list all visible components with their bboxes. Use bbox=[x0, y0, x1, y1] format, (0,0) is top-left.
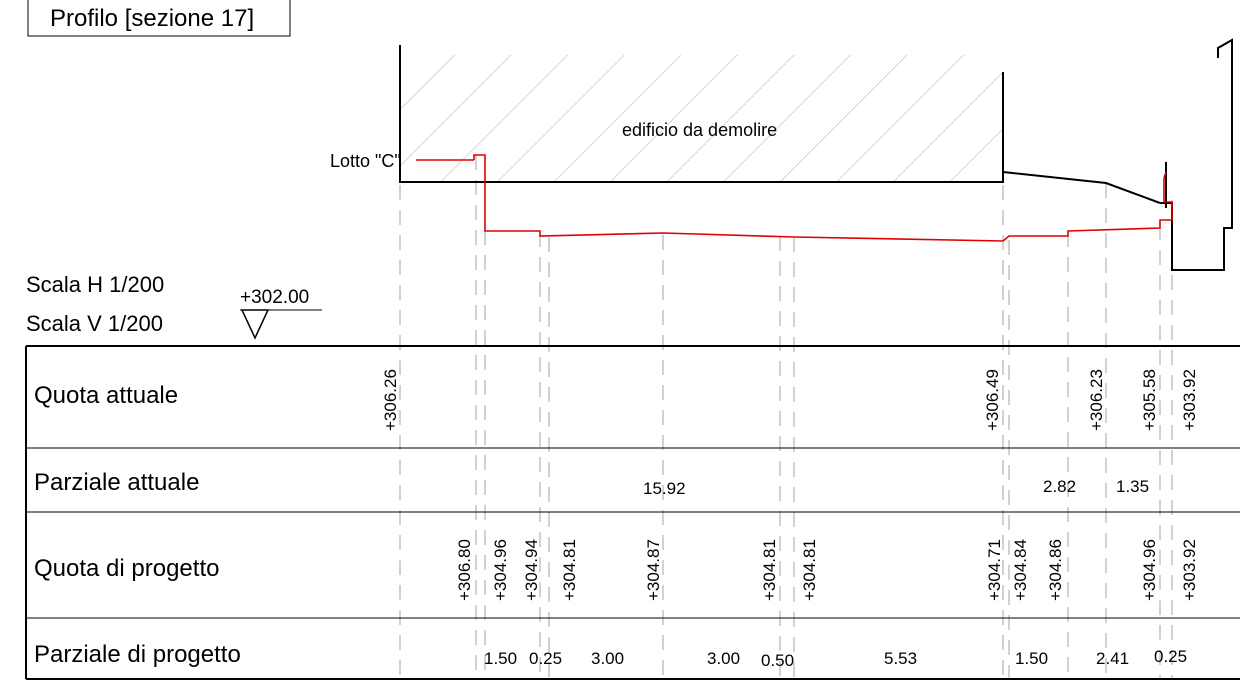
parziale-progetto-value: 0.25 bbox=[529, 649, 562, 668]
parziale-attuale-value: 2.82 bbox=[1043, 477, 1076, 496]
datum-label: +302.00 bbox=[240, 287, 309, 308]
datum-triangle-icon bbox=[240, 309, 270, 340]
lot-label: Lotto "C" bbox=[330, 151, 401, 171]
quota-attuale-value: +306.26 bbox=[381, 369, 400, 431]
existing-terrain-line bbox=[1002, 171, 1161, 204]
parziale-progetto-value: 2.41 bbox=[1096, 649, 1129, 668]
quota-progetto-value: +304.81 bbox=[800, 539, 819, 601]
quota-progetto-value: +306.80 bbox=[455, 539, 474, 601]
row-label-quota-progetto: Quota di progetto bbox=[34, 555, 219, 582]
quota-attuale-value: +306.49 bbox=[983, 369, 1002, 431]
quota-progetto-value: +304.96 bbox=[1140, 539, 1159, 601]
parziale-progetto-value: 5.53 bbox=[884, 649, 917, 668]
quota-progetto-value: +304.71 bbox=[985, 539, 1004, 601]
parziale-progetto-value: 0.50 bbox=[761, 651, 794, 670]
quota-progetto-value: +304.81 bbox=[560, 539, 579, 601]
guide-lines bbox=[399, 155, 1173, 680]
building-label: edificio da demolire bbox=[622, 120, 777, 140]
row-label-parziale-attuale: Parziale attuale bbox=[34, 469, 199, 496]
row-label-parziale-progetto: Parziale di progetto bbox=[34, 641, 241, 668]
quota-progetto-value: +304.86 bbox=[1046, 539, 1065, 601]
quota-progetto-value: +303.92 bbox=[1180, 539, 1199, 601]
parziale-progetto-value: 1.50 bbox=[1015, 649, 1048, 668]
drawing-title: Profilo [sezione 17] bbox=[50, 5, 254, 32]
quota-progetto-value: +304.87 bbox=[644, 539, 663, 601]
quota-attuale-value: +305.58 bbox=[1140, 369, 1159, 431]
quota-attuale-value: +303.92 bbox=[1180, 369, 1199, 431]
data-table bbox=[25, 345, 1240, 680]
title-box bbox=[27, 0, 291, 37]
building-to-demolish bbox=[399, 45, 1004, 183]
parziale-progetto-value: 3.00 bbox=[707, 649, 740, 668]
parziale-attuale-value: 1.35 bbox=[1116, 477, 1149, 496]
right-structure bbox=[1160, 38, 1233, 271]
parziale-progetto-value: 0.25 bbox=[1154, 647, 1187, 666]
parziale-progetto-value: 1.50 bbox=[484, 649, 517, 668]
scale-h: Scala H 1/200 bbox=[26, 272, 164, 297]
quota-progetto-value: +304.81 bbox=[760, 539, 779, 601]
scale-v: Scala V 1/200 bbox=[26, 311, 163, 336]
project-profile-line bbox=[473, 154, 1173, 242]
quota-progetto-value: +304.96 bbox=[491, 539, 510, 601]
parziale-attuale-value: 15.92 bbox=[643, 479, 686, 498]
row-label-quota-attuale: Quota attuale bbox=[34, 382, 178, 409]
quota-progetto-value: +304.84 bbox=[1011, 539, 1030, 601]
quota-attuale-value: +306.23 bbox=[1087, 369, 1106, 431]
quota-progetto-value: +304.94 bbox=[522, 539, 541, 601]
parziale-progetto-value: 3.00 bbox=[591, 649, 624, 668]
